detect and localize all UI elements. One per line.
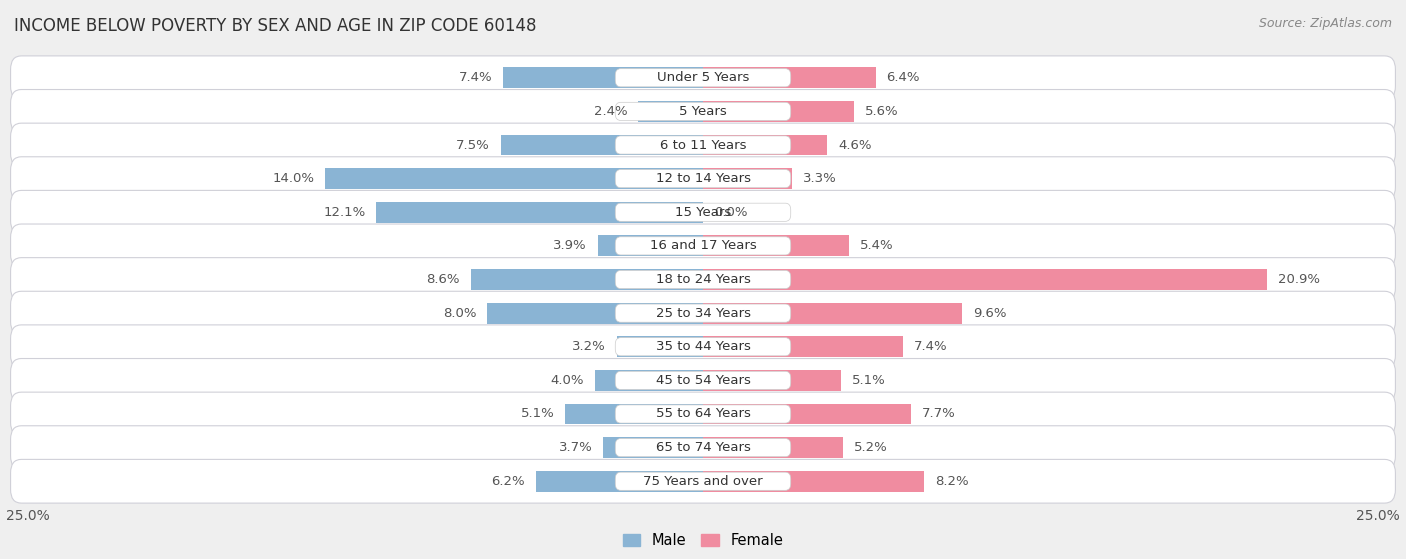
Bar [471,269,703,290]
FancyBboxPatch shape [616,136,790,154]
Text: 16 and 17 Years: 16 and 17 Years [650,239,756,252]
FancyBboxPatch shape [616,304,790,322]
FancyBboxPatch shape [11,392,1395,436]
Text: 6.4%: 6.4% [887,71,920,84]
Text: 55 to 64 Years: 55 to 64 Years [655,408,751,420]
Text: 9.6%: 9.6% [973,307,1007,320]
Bar [501,135,703,155]
Text: 12 to 14 Years: 12 to 14 Years [655,172,751,185]
Text: 8.0%: 8.0% [443,307,477,320]
Bar [486,303,703,324]
Bar [503,67,703,88]
Text: 65 to 74 Years: 65 to 74 Years [655,441,751,454]
Text: 7.5%: 7.5% [456,139,489,151]
FancyBboxPatch shape [616,371,790,390]
Text: 5.2%: 5.2% [855,441,889,454]
Text: 20.9%: 20.9% [1278,273,1320,286]
Text: 8.2%: 8.2% [935,475,969,488]
FancyBboxPatch shape [11,358,1395,402]
Text: 3.9%: 3.9% [554,239,586,252]
Text: 14.0%: 14.0% [273,172,315,185]
Text: 7.4%: 7.4% [458,71,492,84]
Legend: Male, Female: Male, Female [617,527,789,554]
Text: 5.1%: 5.1% [852,374,886,387]
Text: 7.7%: 7.7% [922,408,956,420]
FancyBboxPatch shape [616,338,790,356]
FancyBboxPatch shape [11,224,1395,268]
Text: 6 to 11 Years: 6 to 11 Years [659,139,747,151]
Bar [617,337,703,357]
FancyBboxPatch shape [11,291,1395,335]
Bar [377,202,703,222]
Bar [325,168,703,189]
Text: 3.2%: 3.2% [572,340,606,353]
Text: 4.0%: 4.0% [551,374,585,387]
Text: 25 to 34 Years: 25 to 34 Years [655,307,751,320]
FancyBboxPatch shape [616,102,790,120]
Bar [703,337,903,357]
FancyBboxPatch shape [616,439,790,457]
Text: 15 Years: 15 Years [675,206,731,219]
Bar [703,471,924,492]
FancyBboxPatch shape [11,191,1395,234]
FancyBboxPatch shape [11,325,1395,368]
Bar [536,471,703,492]
Text: 75 Years and over: 75 Years and over [643,475,763,488]
FancyBboxPatch shape [616,472,790,490]
Bar [703,101,855,122]
Bar [703,235,849,256]
Text: 3.3%: 3.3% [803,172,837,185]
Text: 5 Years: 5 Years [679,105,727,118]
Text: 6.2%: 6.2% [491,475,524,488]
Text: 8.6%: 8.6% [426,273,460,286]
Text: INCOME BELOW POVERTY BY SEX AND AGE IN ZIP CODE 60148: INCOME BELOW POVERTY BY SEX AND AGE IN Z… [14,17,537,35]
Bar [703,437,844,458]
Bar [598,235,703,256]
Bar [565,404,703,424]
FancyBboxPatch shape [11,157,1395,201]
FancyBboxPatch shape [616,169,790,188]
FancyBboxPatch shape [11,258,1395,301]
Text: 18 to 24 Years: 18 to 24 Years [655,273,751,286]
FancyBboxPatch shape [616,203,790,221]
Text: 2.4%: 2.4% [593,105,627,118]
FancyBboxPatch shape [616,271,790,288]
FancyBboxPatch shape [11,56,1395,100]
Bar [703,135,827,155]
Bar [603,437,703,458]
Text: 5.1%: 5.1% [520,408,554,420]
Text: Under 5 Years: Under 5 Years [657,71,749,84]
FancyBboxPatch shape [616,405,790,423]
Text: 7.4%: 7.4% [914,340,948,353]
FancyBboxPatch shape [11,459,1395,503]
Text: 4.6%: 4.6% [838,139,872,151]
Text: 0.0%: 0.0% [714,206,748,219]
FancyBboxPatch shape [616,69,790,87]
Bar [703,303,962,324]
Text: 5.4%: 5.4% [859,239,893,252]
Text: 12.1%: 12.1% [323,206,366,219]
Bar [703,67,876,88]
Text: 35 to 44 Years: 35 to 44 Years [655,340,751,353]
Text: Source: ZipAtlas.com: Source: ZipAtlas.com [1258,17,1392,30]
FancyBboxPatch shape [11,123,1395,167]
Bar [703,370,841,391]
FancyBboxPatch shape [11,426,1395,470]
Bar [595,370,703,391]
FancyBboxPatch shape [11,89,1395,133]
Bar [703,269,1267,290]
Bar [703,168,792,189]
FancyBboxPatch shape [616,237,790,255]
Text: 45 to 54 Years: 45 to 54 Years [655,374,751,387]
Text: 5.6%: 5.6% [865,105,898,118]
Bar [638,101,703,122]
Bar [703,404,911,424]
Text: 3.7%: 3.7% [558,441,592,454]
